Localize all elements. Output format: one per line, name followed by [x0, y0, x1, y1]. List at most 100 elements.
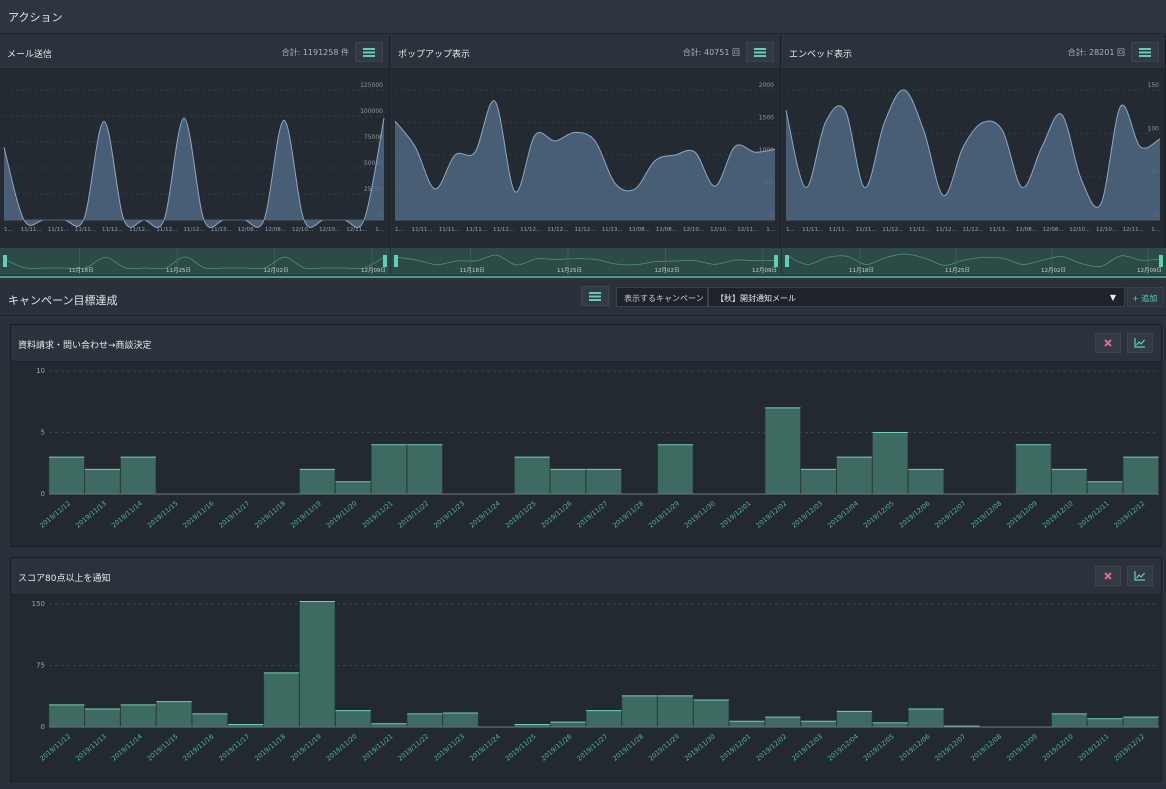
- bar[interactable]: [191, 713, 228, 728]
- bar[interactable]: [621, 695, 658, 728]
- x-tick-label: 2019/11/24: [468, 499, 502, 529]
- bar[interactable]: [800, 721, 837, 728]
- list-view-button[interactable]: [1131, 42, 1159, 62]
- bar[interactable]: [120, 456, 157, 495]
- bar[interactable]: [1051, 713, 1088, 728]
- x-tick-label: 2019/11/12: [38, 732, 72, 762]
- bar[interactable]: [836, 711, 873, 728]
- bar[interactable]: [120, 704, 157, 728]
- area-chart: 20001500100050001...11/11...11/11...11/1…: [394, 82, 775, 233]
- campaign-select[interactable]: 【秋】開封通知メール ▼: [708, 287, 1125, 307]
- x-tick-label: 2019/11/17: [217, 499, 251, 529]
- campaign-section-title: キャンペーン目標達成: [8, 294, 118, 307]
- goal-card-score: スコア80点以上を通知 150 75 0 2019/11/12 2019/11/13 20…: [10, 557, 1162, 782]
- bar[interactable]: [657, 695, 694, 728]
- campaign-list-button[interactable]: [581, 286, 609, 306]
- bar[interactable]: [335, 481, 372, 495]
- bar[interactable]: [836, 456, 873, 495]
- bar[interactable]: [514, 456, 551, 495]
- add-campaign-button[interactable]: + 追加: [1127, 287, 1164, 307]
- bar[interactable]: [908, 469, 945, 495]
- bar[interactable]: [299, 469, 336, 495]
- remove-button[interactable]: [1095, 566, 1121, 586]
- close-icon: [1104, 339, 1112, 347]
- bar[interactable]: [800, 469, 837, 495]
- bar[interactable]: [406, 444, 443, 495]
- bar[interactable]: [442, 712, 479, 728]
- y-tick-label: 150: [32, 600, 45, 608]
- campaign-select-value: 【秋】開封通知メール: [716, 294, 796, 303]
- range-navigator[interactable]: 11月18日 11月25日 12月02日 12月09日: [782, 248, 1166, 275]
- bar[interactable]: [549, 721, 586, 728]
- bar[interactable]: [156, 701, 192, 728]
- panel-title: メール送信: [7, 50, 53, 60]
- bar[interactable]: [585, 469, 622, 495]
- bar[interactable]: [908, 708, 945, 728]
- bar[interactable]: [406, 713, 443, 728]
- bar[interactable]: [335, 710, 372, 728]
- list-view-button[interactable]: [355, 42, 383, 62]
- list-view-button[interactable]: [746, 42, 774, 62]
- x-tick-label: 2019/11/23: [432, 732, 466, 762]
- panel-popup-display: ポップアップ表示 合計: 40751 回 20001500100050001..…: [391, 35, 781, 275]
- navigator-handle-left[interactable]: [3, 255, 7, 267]
- bar[interactable]: [370, 444, 407, 495]
- x-tick-label: 11/11...: [802, 227, 823, 233]
- list-icon: [1139, 47, 1151, 57]
- bar[interactable]: [84, 469, 121, 495]
- x-tick-label: 1...: [766, 227, 775, 233]
- x-tick-label: 2019/11/23: [432, 499, 466, 529]
- range-navigator[interactable]: 11月18日 11月25日 12月02日 12月09日: [391, 248, 781, 275]
- bar[interactable]: [728, 721, 765, 728]
- series-line: [3, 117, 385, 228]
- bar[interactable]: [1087, 481, 1124, 495]
- area-chart: 12500010000075000500002500001...11/11...…: [3, 82, 385, 233]
- range-navigator[interactable]: 11月18日 11月25日 12月02日 12月09日: [0, 248, 390, 275]
- bar[interactable]: [299, 601, 336, 728]
- bar[interactable]: [84, 708, 121, 728]
- navigator-handle-left[interactable]: [785, 255, 789, 267]
- bar[interactable]: [764, 716, 801, 728]
- navigator-handle-right[interactable]: [774, 255, 778, 267]
- x-tick-label: 1...: [786, 227, 795, 233]
- x-tick-label: 2019/12/07: [934, 499, 968, 529]
- x-tick-label: 12/10...: [683, 227, 704, 233]
- bar[interactable]: [549, 469, 586, 495]
- navigator-handle-right[interactable]: [383, 255, 387, 267]
- navigator-handle-left[interactable]: [394, 255, 398, 267]
- card-header: スコア80点以上を通知: [11, 558, 1161, 595]
- x-tick-label: 11/12...: [520, 227, 541, 233]
- bar[interactable]: [1015, 444, 1052, 495]
- navigator-handle-right[interactable]: [1159, 255, 1163, 267]
- bar[interactable]: [872, 722, 909, 728]
- remove-button[interactable]: [1095, 333, 1121, 353]
- bar[interactable]: [1087, 718, 1124, 728]
- x-tick-label: 12/08...: [629, 227, 650, 233]
- navigator-date-label: 11月25日: [166, 267, 191, 274]
- bar[interactable]: [1122, 456, 1159, 495]
- bar[interactable]: [693, 699, 730, 728]
- x-tick-label: 2019/12/04: [826, 499, 860, 529]
- bar[interactable]: [585, 710, 622, 728]
- chart-toggle-button[interactable]: [1127, 333, 1153, 353]
- bar[interactable]: [872, 432, 909, 495]
- panel-title: エンベッド表示: [789, 50, 853, 60]
- area-chart: 1501005001...11/11...11/11...11/11...11/…: [785, 82, 1161, 233]
- x-tick-label: 12/11...: [737, 227, 758, 233]
- bar[interactable]: [1051, 469, 1088, 495]
- bar[interactable]: [48, 704, 85, 728]
- x-tick-label: 2019/12/11: [1077, 732, 1111, 762]
- list-icon: [754, 47, 766, 57]
- bar[interactable]: [263, 672, 300, 728]
- chart-toggle-button[interactable]: [1127, 566, 1153, 586]
- list-icon: [589, 291, 601, 301]
- area-series: [786, 89, 1160, 220]
- bar[interactable]: [48, 456, 85, 495]
- bar[interactable]: [1122, 716, 1159, 728]
- x-tick-label: 2019/12/12: [1113, 732, 1147, 762]
- navigator-date-label: 11月18日: [69, 267, 94, 274]
- x-tick-label: 2019/12/07: [934, 732, 968, 762]
- bar[interactable]: [764, 407, 801, 495]
- goal-card-inquiry: 資料請求・問い合わせ→商談決定 10 5 0 2019/11/12 2019/11/13…: [10, 324, 1162, 547]
- bar[interactable]: [657, 444, 694, 495]
